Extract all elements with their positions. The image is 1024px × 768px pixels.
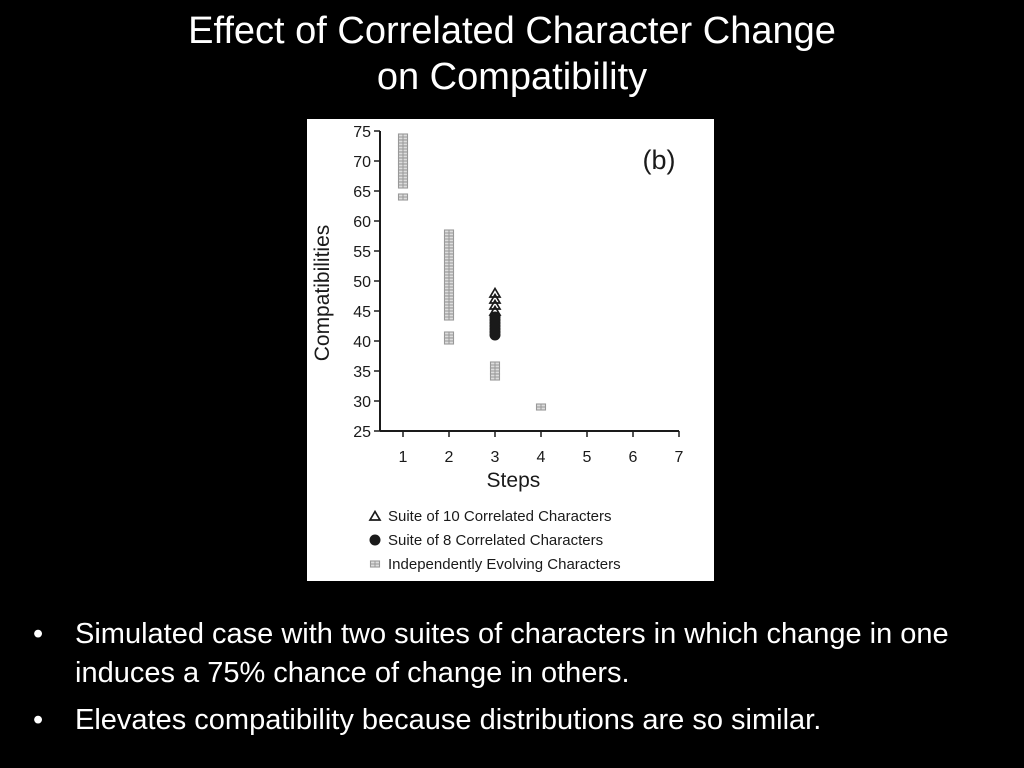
data-point-series-2 [489,329,501,341]
data-point-series-3 [443,235,455,243]
x-tick-label: 1 [399,449,408,466]
x-tick-label: 4 [537,449,546,466]
y-tick-label: 30 [353,394,371,411]
x-tick-label: 3 [491,449,500,466]
slide-title-line-2: on Compatibility [376,56,648,98]
data-point-series-3 [535,403,547,411]
data-point-series-3 [397,151,409,159]
x-axis-label: Steps [487,469,541,492]
x-tick-label: 7 [675,449,684,466]
data-point-series-3 [443,265,455,273]
data-point-series-3 [443,313,455,321]
data-point-series-3 [397,163,409,171]
data-point-series-1 [488,286,502,298]
data-point-series-3 [397,145,409,153]
y-tick-label: 55 [353,244,371,261]
data-point-series-3 [489,361,501,369]
bullet-list: • Simulated case with two suites of char… [30,615,990,748]
bullet-text-1: Simulated case with two suites of charac… [75,618,949,689]
y-tick-label: 65 [353,184,371,201]
data-point-series-3 [443,283,455,291]
data-point-series-3 [443,295,455,303]
figure-panel: 25 30 35 40 45 50 55 60 65 70 75 1 2 3 4 5 6 7 Steps Compat… [307,119,714,581]
legend-marker-3 [369,560,381,568]
bullet-item-2: • Elevates compatibility because distrib… [30,701,990,740]
data-point-series-3 [397,181,409,189]
data-point-series-3 [443,337,455,345]
data-point-series-3 [397,133,409,141]
data-point-series-3 [443,271,455,279]
data-point-series-3 [397,139,409,147]
data-point-series-1 [488,292,502,304]
data-point-series-3 [443,331,455,339]
legend-label-3: Independently Evolving Characters [388,556,621,573]
legend-marker-1 [368,509,382,521]
data-point-series-1 [488,298,502,310]
data-point-series-3 [443,241,455,249]
y-tick-label: 60 [353,214,371,231]
x-tick-label: 6 [629,449,638,466]
data-point-series-3 [397,193,409,201]
data-point-series-3 [397,169,409,177]
legend-marker-2 [369,534,381,546]
data-point-series-3 [489,373,501,381]
legend-label-1: Suite of 10 Correlated Characters [388,508,611,525]
data-point-series-3 [397,175,409,183]
y-tick-label: 50 [353,274,371,291]
y-tick-label: 40 [353,334,371,351]
legend-label-2: Suite of 8 Correlated Characters [388,532,603,549]
data-point-series-3 [443,301,455,309]
data-point-series-3 [443,253,455,261]
x-tick-label: 5 [583,449,592,466]
slide-title-line-1: Effect of Correlated Character Change [188,10,836,52]
y-tick-label: 70 [353,154,371,171]
x-tick-label: 2 [445,449,454,466]
bullet-dot-icon: • [33,704,44,736]
data-point-series-3 [443,259,455,267]
bullet-item-1: • Simulated case with two suites of char… [30,615,990,693]
bullet-dot-icon: • [33,618,44,650]
y-axis-label: Compatibilities [311,225,334,362]
data-point-series-3 [489,367,501,375]
data-point-series-3 [443,289,455,297]
panel-label: (b) [643,145,676,175]
data-point-series-3 [443,277,455,285]
y-tick-label: 35 [353,364,371,381]
bullet-text-2: Elevates compatibility because distribut… [75,704,822,736]
y-tick-label: 75 [353,124,371,141]
slide-title: Effect of Correlated Character Change on… [0,8,1024,100]
data-point-series-3 [443,229,455,237]
data-point-series-3 [397,157,409,165]
data-point-series-3 [443,307,455,315]
data-point-series-3 [443,247,455,255]
y-tick-label: 45 [353,304,371,321]
y-tick-label: 25 [353,424,371,441]
